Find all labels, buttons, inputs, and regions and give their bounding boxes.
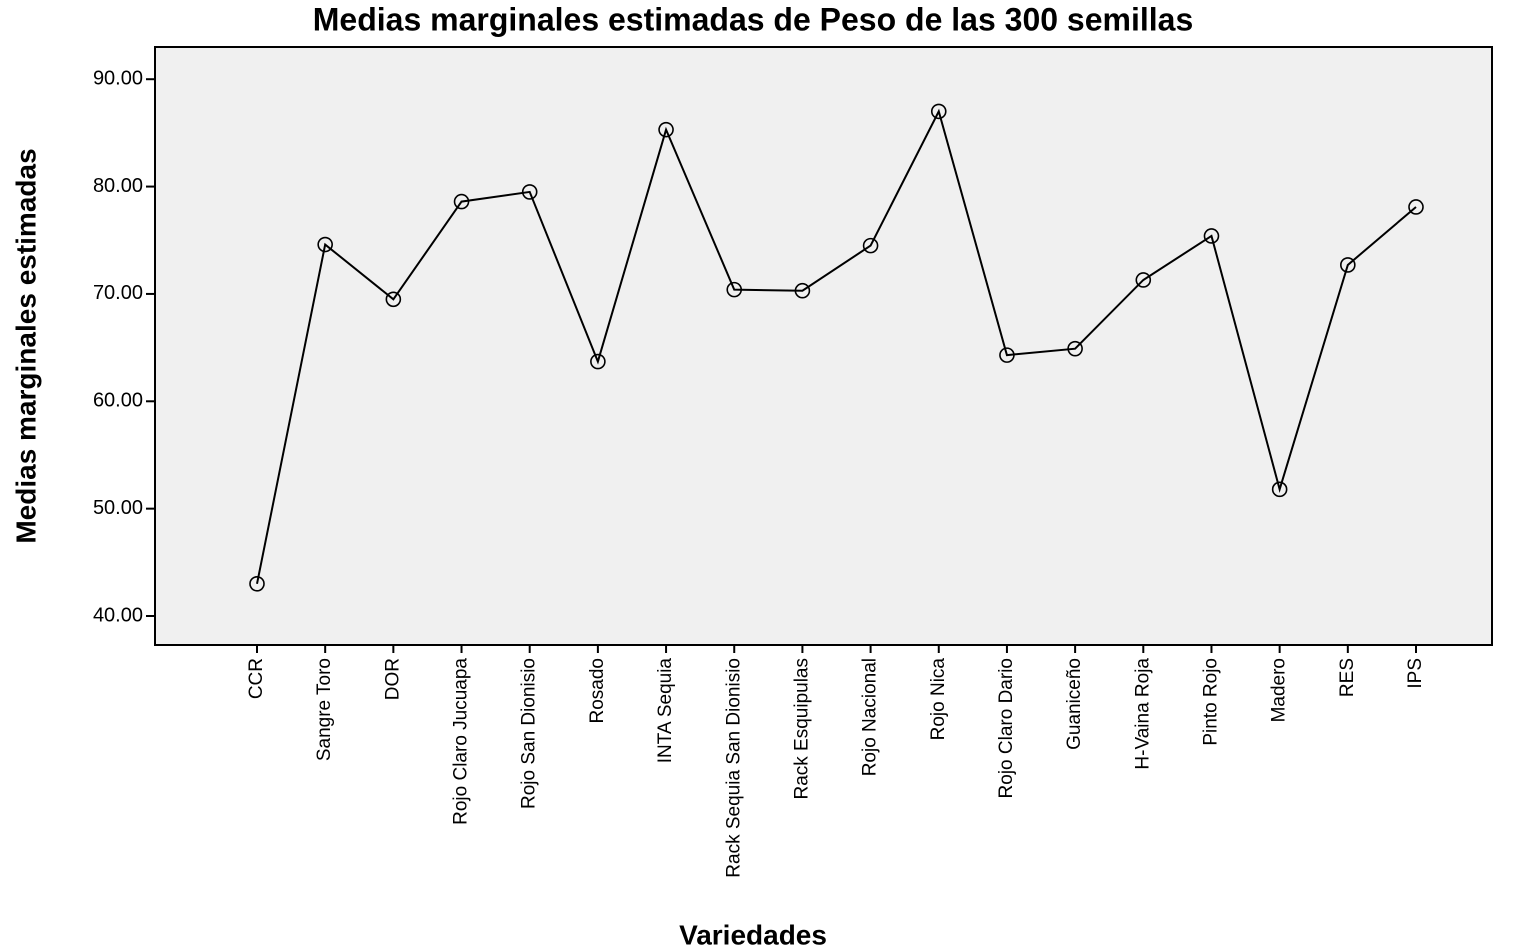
y-tick-label: 90.00 (93, 67, 143, 89)
marker (590, 353, 606, 370)
x-tick-label: INTA Sequia (655, 658, 676, 764)
x-tick-label: Madero (1269, 658, 1290, 722)
marker (1408, 199, 1424, 215)
marker (317, 236, 333, 253)
x-tick-label: Rojo Nacional (860, 658, 881, 776)
x-tick-label: Rojo Nica (928, 658, 949, 741)
chart-title: Medias marginales estimadas de Peso de l… (313, 1, 1193, 37)
x-tick-label: IPS (1405, 658, 1426, 689)
marker (521, 184, 538, 200)
plot-area (154, 46, 1493, 646)
y-tick-label: 40.00 (93, 604, 143, 626)
x-tick-label: Rack Sequia San Dionisio (723, 658, 744, 878)
y-tick-label: 80.00 (93, 175, 143, 197)
marker (1067, 340, 1083, 357)
x-tick-label: RES (1337, 658, 1358, 697)
x-tick-label: DOR (382, 658, 403, 700)
marker (1203, 228, 1220, 244)
marker (453, 193, 470, 210)
x-axis-label: Variedades (679, 919, 827, 950)
marker (1135, 272, 1152, 288)
x-tick-label: Rojo Claro Dario (996, 658, 1017, 798)
marker (1340, 257, 1356, 273)
x-tick-label: Guaniceño (1064, 658, 1085, 750)
y-tick-label: 70.00 (93, 282, 143, 304)
marker (726, 281, 743, 298)
marker (794, 282, 811, 299)
x-tick-label: Rack Esquipulas (791, 658, 812, 800)
marker (249, 576, 265, 592)
x-tick-label: CCR (246, 658, 267, 699)
line (256, 108, 1417, 585)
x-tick-label: Rosado (587, 658, 608, 724)
marker (862, 237, 879, 254)
marker (999, 347, 1015, 363)
marker (658, 121, 674, 138)
marker (930, 103, 947, 120)
x-tick-label: Sangre Toro (314, 658, 335, 761)
x-tick-label: Rojo Claro Jucuapa (451, 658, 472, 825)
marker (1271, 481, 1288, 498)
x-tick-label: Pinto Rojo (1200, 658, 1221, 746)
y-axis-label: Medias marginales estimadas (10, 148, 41, 543)
x-tick-label: H-Vaina Roja (1132, 658, 1153, 770)
marker (385, 291, 402, 308)
x-tick-label: Rojo San Dionisio (519, 658, 540, 809)
y-tick-label: 60.00 (93, 390, 143, 412)
y-tick-label: 50.00 (93, 497, 143, 519)
